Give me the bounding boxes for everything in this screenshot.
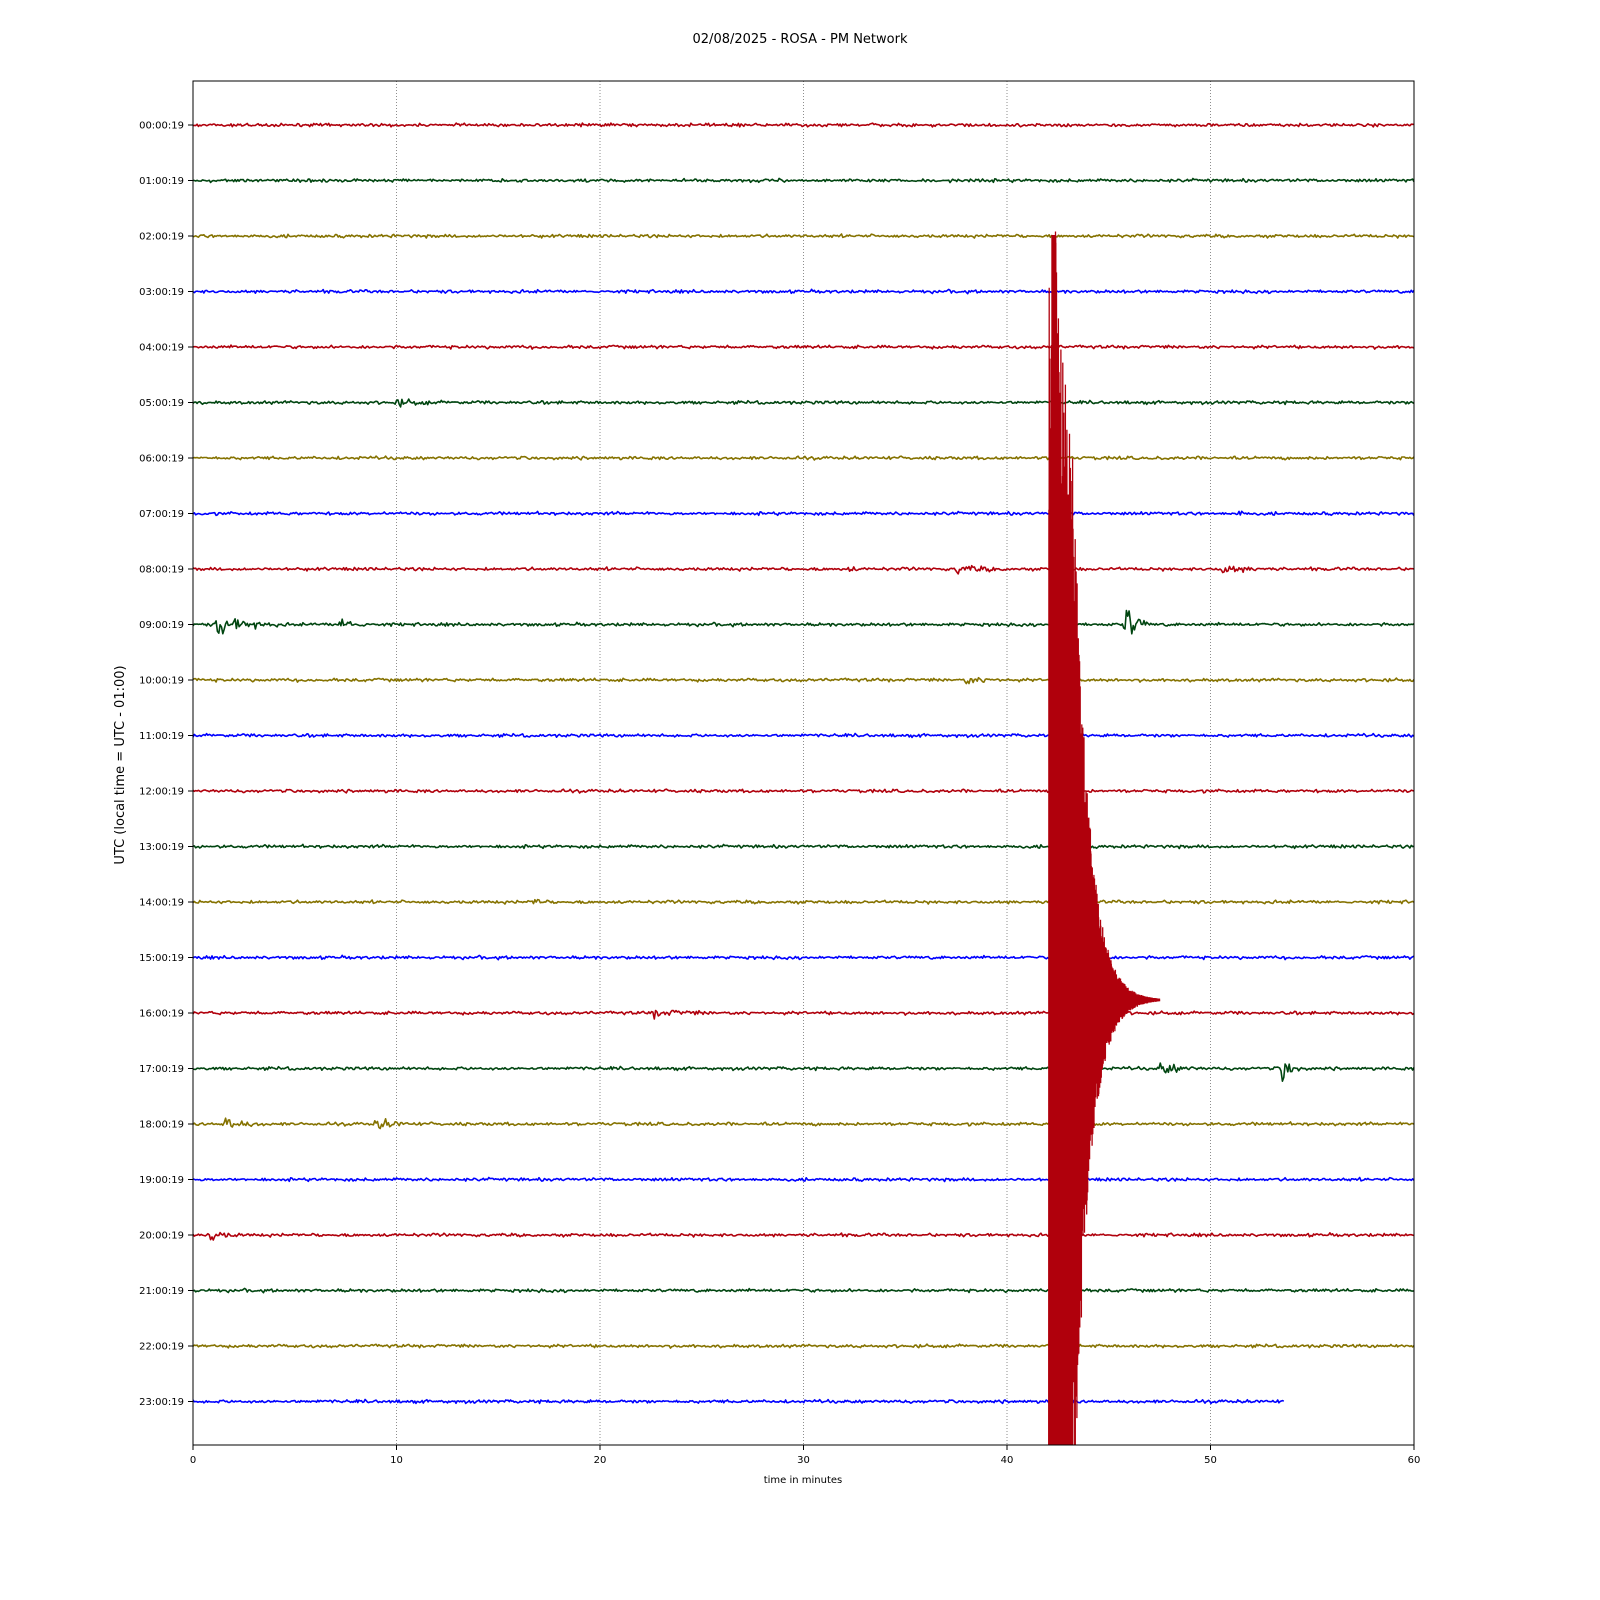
trace-01:00:19 (192, 177, 1415, 184)
trace-00:00:19 (192, 122, 1415, 128)
y-axis: 00:00:19 01:00:19 02:00:19 03:00:19 04:00:19… (139, 121, 193, 1408)
trace-16:00:19 (192, 1009, 1415, 1020)
y-tick-label-05:00:19: 05:00:19 (139, 398, 184, 409)
trace-22:00:19 (192, 1343, 1415, 1349)
event-waveform (1048, 231, 1161, 1446)
x-axis: 0 10 20 30 40 50 60 (190, 1445, 1421, 1466)
trace-09:00:19 (192, 609, 1415, 635)
y-tick-label-19:00:19: 19:00:19 (139, 1175, 184, 1186)
x-axis-title: time in minutes (764, 1475, 843, 1486)
y-tick-label-18:00:19: 18:00:19 (139, 1120, 184, 1131)
x-tick-label-30: 30 (797, 1455, 810, 1466)
y-tick-label-11:00:19: 11:00:19 (139, 731, 184, 742)
y-tick-label-06:00:19: 06:00:19 (139, 454, 184, 465)
y-tick-label-12:00:19: 12:00:19 (139, 787, 184, 798)
trace-03:00:19 (192, 288, 1415, 295)
grid-lines (396, 81, 1211, 1445)
trace-13:00:19 (192, 843, 1415, 850)
y-tick-label-03:00:19: 03:00:19 (139, 287, 184, 298)
trace-08:00:19 (192, 564, 1415, 575)
trace-15:00:19 (192, 954, 1415, 961)
y-tick-label-22:00:19: 22:00:19 (139, 1342, 184, 1353)
traces (192, 122, 1415, 1405)
trace-06:00:19 (192, 455, 1415, 461)
y-tick-label-16:00:19: 16:00:19 (139, 1009, 184, 1020)
x-tick-label-40: 40 (1001, 1455, 1014, 1466)
y-tick-label-20:00:19: 20:00:19 (139, 1231, 184, 1242)
y-axis-title: UTC (local time = UTC - 01:00) (113, 665, 128, 864)
y-tick-label-10:00:19: 10:00:19 (139, 676, 184, 687)
trace-05:00:19 (192, 398, 1415, 408)
trace-04:00:19 (192, 344, 1415, 350)
y-tick-label-09:00:19: 09:00:19 (139, 620, 184, 631)
trace-18:00:19 (192, 1117, 1415, 1130)
y-tick-label-01:00:19: 01:00:19 (139, 176, 184, 187)
y-tick-label-21:00:19: 21:00:19 (139, 1286, 184, 1297)
trace-12:00:19 (192, 788, 1415, 794)
y-tick-label-17:00:19: 17:00:19 (139, 1064, 184, 1075)
x-tick-label-10: 10 (390, 1455, 403, 1466)
trace-23:00:19 (192, 1398, 1285, 1405)
x-tick-label-60: 60 (1408, 1455, 1421, 1466)
x-tick-label-50: 50 (1204, 1455, 1217, 1466)
y-tick-label-13:00:19: 13:00:19 (139, 842, 184, 853)
y-tick-label-07:00:19: 07:00:19 (139, 509, 184, 520)
y-tick-label-02:00:19: 02:00:19 (139, 232, 184, 243)
chart-title: 02/08/2025 - ROSA - PM Network (693, 32, 908, 47)
trace-14:00:19 (192, 898, 1415, 905)
y-tick-label-04:00:19: 04:00:19 (139, 343, 184, 354)
trace-10:00:19 (192, 676, 1415, 685)
y-tick-label-14:00:19: 14:00:19 (139, 898, 184, 909)
trace-19:00:19 (192, 1176, 1415, 1183)
y-tick-label-15:00:19: 15:00:19 (139, 953, 184, 964)
trace-21:00:19 (192, 1287, 1415, 1294)
trace-02:00:19 (192, 233, 1415, 239)
trace-11:00:19 (192, 732, 1415, 739)
y-tick-label-00:00:19: 00:00:19 (139, 121, 184, 132)
x-tick-label-20: 20 (594, 1455, 607, 1466)
trace-20:00:19 (192, 1231, 1415, 1241)
x-tick-label-0: 0 (190, 1455, 196, 1466)
trace-17:00:19 (192, 1062, 1415, 1082)
event-trace (1048, 231, 1161, 1446)
trace-07:00:19 (192, 510, 1415, 517)
y-tick-label-23:00:19: 23:00:19 (139, 1397, 184, 1408)
y-tick-label-08:00:19: 08:00:19 (139, 565, 184, 576)
